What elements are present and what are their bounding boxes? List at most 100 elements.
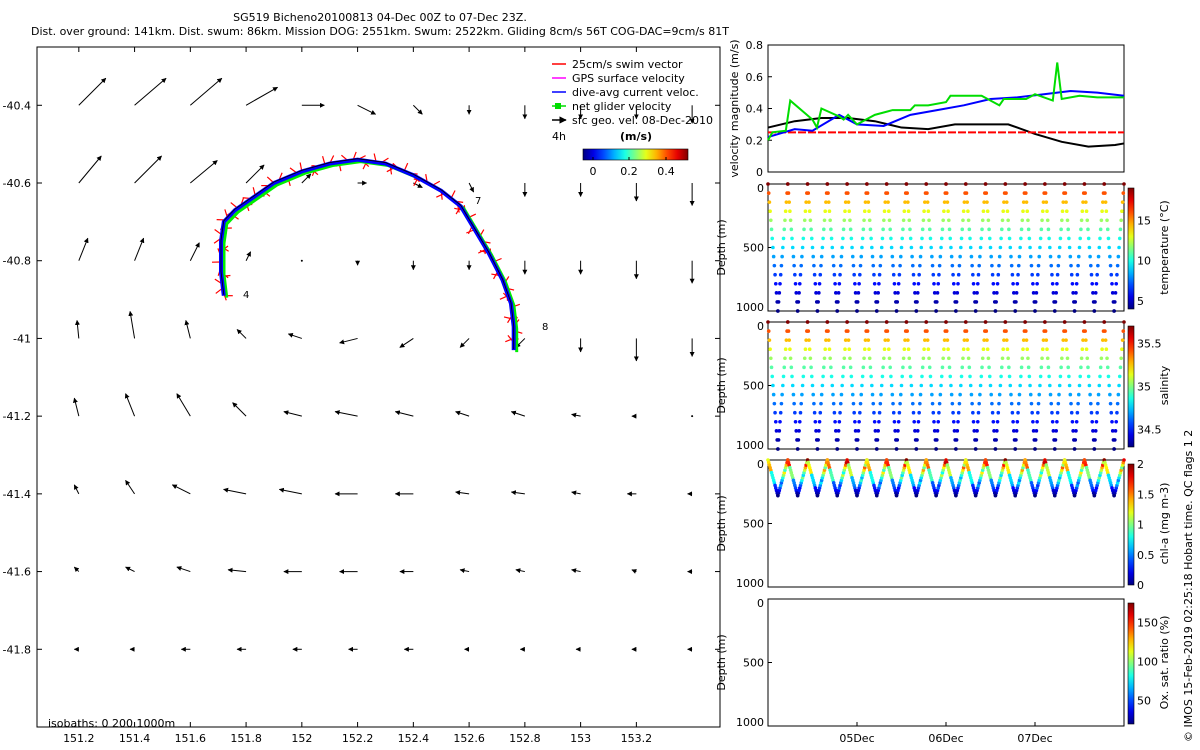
profile-sample bbox=[1028, 254, 1033, 259]
profile-sample bbox=[909, 383, 914, 388]
profile-sample bbox=[966, 218, 971, 223]
profile-sample bbox=[818, 410, 823, 415]
profile-sample bbox=[975, 291, 979, 295]
profile-sample bbox=[1034, 291, 1039, 295]
depth-axes-frame bbox=[767, 183, 1125, 312]
profile-sample bbox=[827, 347, 832, 352]
profile-sample bbox=[805, 182, 810, 186]
profile-sample bbox=[1024, 200, 1029, 204]
map-x-tick-label: 153 bbox=[570, 732, 591, 745]
profile-sample bbox=[930, 401, 935, 406]
profile-sample bbox=[776, 309, 780, 313]
profile-sample bbox=[1071, 429, 1075, 433]
depth-y-tick-label: 1000 bbox=[736, 716, 764, 729]
profile-sample bbox=[1101, 200, 1105, 204]
profile-sample bbox=[821, 374, 825, 379]
depth-colorbar bbox=[1127, 463, 1135, 586]
profile-sample bbox=[898, 263, 902, 268]
profile-sample bbox=[1060, 218, 1064, 223]
profile-sample bbox=[1098, 227, 1103, 232]
profile-sample bbox=[1024, 191, 1028, 195]
profile-sample bbox=[790, 383, 795, 388]
profile-sample bbox=[872, 419, 877, 424]
depth-ylabel: Depth (m) bbox=[715, 634, 728, 690]
profile-sample bbox=[784, 200, 789, 204]
profile-sample bbox=[1045, 209, 1049, 214]
profile-sample bbox=[795, 300, 799, 304]
profile-sample bbox=[1057, 392, 1061, 397]
profile-sample bbox=[874, 438, 878, 442]
profile-sample bbox=[913, 291, 917, 295]
profile-sample bbox=[768, 347, 772, 352]
profile-sample bbox=[842, 356, 847, 361]
profile-sample bbox=[890, 254, 895, 259]
profile-sample bbox=[1118, 227, 1123, 232]
profile-sample bbox=[883, 338, 888, 342]
profile-sample bbox=[918, 263, 922, 268]
profile-sample bbox=[977, 401, 981, 406]
profile-sample bbox=[842, 218, 847, 223]
profile-sample bbox=[874, 493, 879, 498]
profile-sample bbox=[973, 300, 977, 304]
profile-sample bbox=[954, 493, 958, 498]
glider-track bbox=[220, 158, 515, 350]
profile-sample bbox=[1007, 374, 1012, 379]
profile-sample bbox=[950, 263, 955, 268]
profile-sample bbox=[911, 272, 916, 277]
profile-sample bbox=[789, 227, 794, 232]
profile-sample bbox=[984, 191, 989, 195]
profile-sample bbox=[897, 272, 902, 277]
profile-sample bbox=[882, 347, 887, 352]
profile-sample bbox=[990, 410, 995, 415]
profile-sample bbox=[909, 245, 914, 250]
profile-sample bbox=[973, 438, 977, 442]
profile-sample bbox=[916, 419, 921, 424]
profile-sample bbox=[1063, 191, 1068, 195]
profile-sample bbox=[858, 263, 863, 268]
profile-sample bbox=[867, 347, 871, 352]
profile-sample bbox=[1039, 365, 1044, 370]
profile-sample bbox=[871, 401, 876, 406]
profile-sample bbox=[1016, 401, 1021, 406]
profile-sample bbox=[777, 429, 782, 433]
profile-sample bbox=[828, 356, 832, 361]
profile-sample bbox=[930, 263, 935, 268]
profile-sample bbox=[941, 356, 945, 361]
profile-sample bbox=[911, 263, 915, 268]
profile-sample bbox=[964, 191, 969, 195]
profile-sample bbox=[901, 356, 906, 361]
profile-sample bbox=[808, 356, 813, 361]
profile-sample bbox=[887, 356, 892, 361]
profile-sample bbox=[829, 236, 834, 241]
profile-sample bbox=[1048, 383, 1052, 388]
profile-sample bbox=[1091, 429, 1095, 433]
profile-sample bbox=[908, 365, 912, 370]
profile-sample bbox=[976, 410, 981, 415]
profile-sample bbox=[991, 419, 996, 424]
profile-sample bbox=[894, 309, 899, 313]
profile-sample bbox=[1051, 291, 1056, 295]
profile-sample bbox=[934, 493, 938, 498]
profile-sample bbox=[837, 419, 842, 424]
profile-sample bbox=[1011, 281, 1015, 286]
profile-sample bbox=[939, 245, 943, 250]
profile-sample bbox=[1086, 236, 1091, 241]
profile-sample bbox=[922, 347, 926, 352]
profile-sample bbox=[837, 281, 842, 286]
profile-sample bbox=[1019, 227, 1024, 232]
profile-sample bbox=[900, 236, 905, 241]
profile-sample bbox=[822, 218, 827, 223]
profile-sample bbox=[1057, 254, 1061, 259]
profile-sample bbox=[885, 329, 890, 333]
profile-sample bbox=[912, 419, 917, 424]
profile-sample bbox=[914, 309, 919, 313]
current-vector bbox=[459, 338, 470, 348]
profile-sample bbox=[886, 209, 891, 214]
profile-sample bbox=[867, 218, 872, 223]
profile-sample bbox=[1004, 329, 1008, 333]
profile-sample bbox=[925, 329, 929, 333]
profile-sample bbox=[1095, 272, 1099, 277]
profile-sample bbox=[983, 320, 988, 324]
profile-sample bbox=[1012, 300, 1017, 304]
profile-sample bbox=[1068, 392, 1073, 397]
